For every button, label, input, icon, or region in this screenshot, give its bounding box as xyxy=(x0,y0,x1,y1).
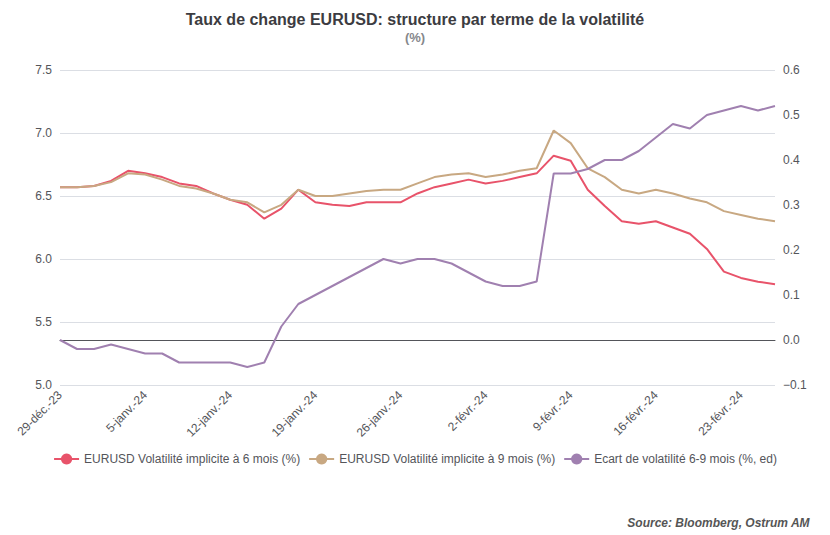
svg-text:0.2: 0.2 xyxy=(783,243,800,257)
svg-text:23-févr.-24: 23-févr.-24 xyxy=(695,388,746,439)
svg-text:Ecart de volatilité 6-9 mois (: Ecart de volatilité 6-9 mois (%, ed) xyxy=(594,452,777,466)
svg-text:2-févr.-24: 2-févr.-24 xyxy=(445,388,491,434)
svg-text:EURUSD Volatilité implicite à: EURUSD Volatilité implicite à 9 mois (%) xyxy=(339,452,555,466)
svg-text:7.0: 7.0 xyxy=(35,126,52,140)
svg-text:(%): (%) xyxy=(405,30,425,45)
svg-text:26-janv.-24: 26-janv.-24 xyxy=(354,388,406,440)
svg-text:EURUSD Volatilité implicite à: EURUSD Volatilité implicite à 6 mois (%) xyxy=(84,452,300,466)
svg-text:6.0: 6.0 xyxy=(35,252,52,266)
svg-text:Source: Bloomberg, Ostrum AM: Source: Bloomberg, Ostrum AM xyxy=(627,516,810,530)
svg-text:9-févr.-24: 9-févr.-24 xyxy=(530,388,576,434)
svg-text:29-déc.-23: 29-déc.-23 xyxy=(15,388,66,439)
svg-text:0.3: 0.3 xyxy=(783,198,800,212)
svg-text:0.1: 0.1 xyxy=(783,288,800,302)
svg-text:0.4: 0.4 xyxy=(783,153,800,167)
svg-text:0.5: 0.5 xyxy=(783,108,800,122)
svg-text:19-janv.-24: 19-janv.-24 xyxy=(269,388,321,440)
svg-text:5.0: 5.0 xyxy=(35,378,52,392)
svg-text:6.5: 6.5 xyxy=(35,189,52,203)
svg-text:5.5: 5.5 xyxy=(35,315,52,329)
svg-text:Taux de change EURUSD: structu: Taux de change EURUSD: structure par ter… xyxy=(186,11,645,28)
svg-text:12-janv.-24: 12-janv.-24 xyxy=(184,388,236,440)
svg-text:16-févr.-24: 16-févr.-24 xyxy=(610,388,661,439)
svg-text:−0.1: −0.1 xyxy=(783,378,807,392)
svg-text:7.5: 7.5 xyxy=(35,63,52,77)
svg-text:5-janv.-24: 5-janv.-24 xyxy=(103,388,150,435)
svg-text:0.0: 0.0 xyxy=(783,333,800,347)
svg-text:0.6: 0.6 xyxy=(783,63,800,77)
